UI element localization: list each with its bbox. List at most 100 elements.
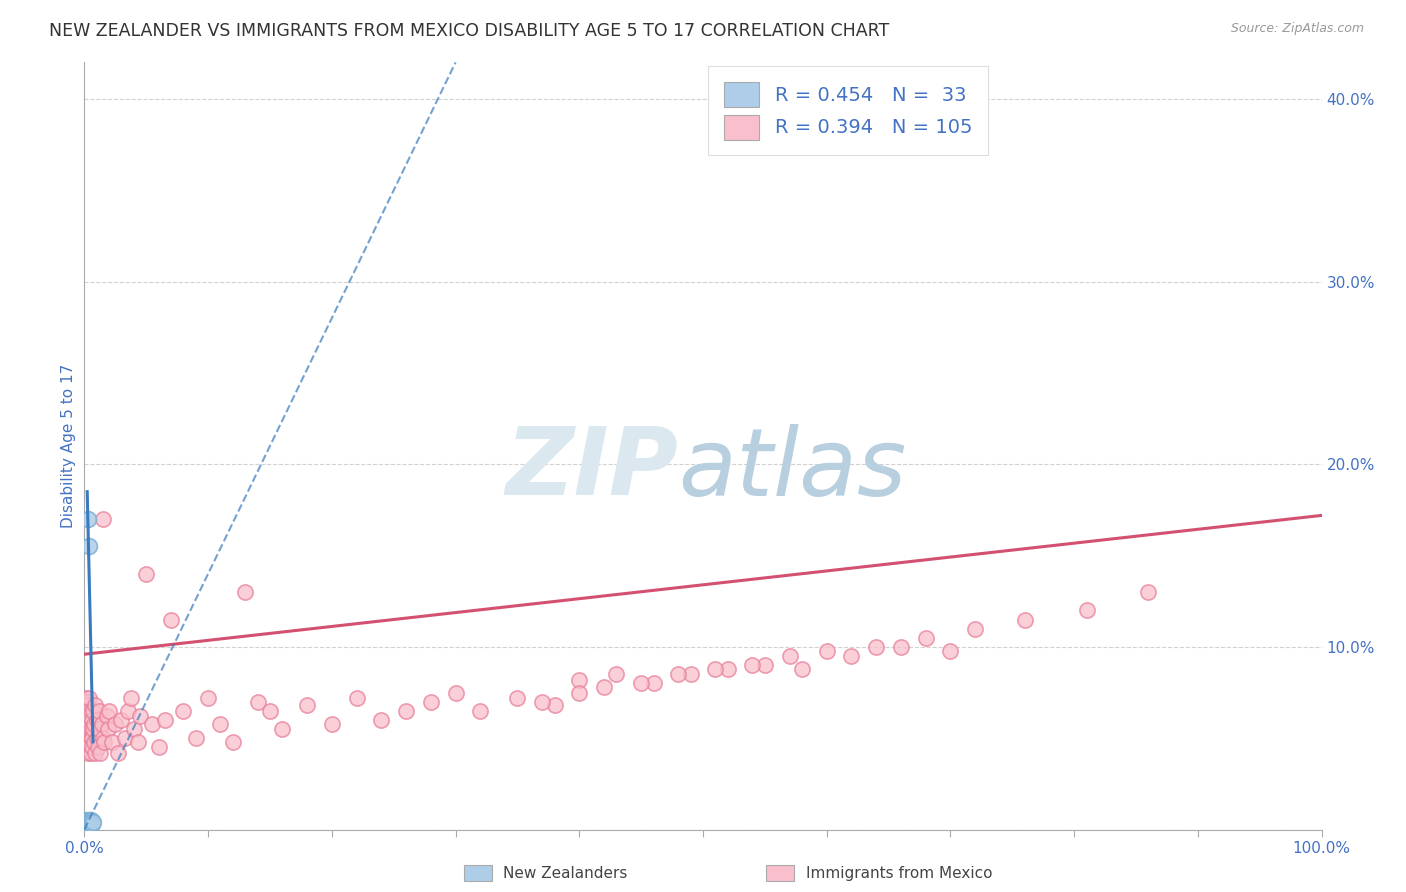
Point bbox=[77, 746, 100, 760]
Point bbox=[77, 713, 100, 727]
Point bbox=[80, 817, 103, 831]
Point bbox=[259, 704, 281, 718]
Point bbox=[79, 731, 101, 746]
Point bbox=[76, 817, 98, 831]
Point bbox=[444, 685, 467, 699]
Point bbox=[76, 819, 98, 833]
Point bbox=[246, 695, 269, 709]
Point bbox=[86, 713, 108, 727]
Legend: R = 0.454   N =  33, R = 0.394   N = 105: R = 0.454 N = 33, R = 0.394 N = 105 bbox=[709, 66, 987, 155]
Point bbox=[75, 819, 97, 833]
Text: Immigrants from Mexico: Immigrants from Mexico bbox=[806, 866, 993, 880]
Point bbox=[79, 735, 101, 749]
Point bbox=[120, 691, 142, 706]
Point bbox=[76, 817, 98, 831]
Point bbox=[97, 722, 120, 736]
Point bbox=[470, 704, 492, 718]
Point bbox=[77, 512, 100, 526]
Point bbox=[209, 716, 232, 731]
Point bbox=[79, 691, 101, 706]
Point bbox=[96, 709, 118, 723]
Point bbox=[75, 704, 97, 718]
Point bbox=[114, 731, 136, 746]
Point bbox=[89, 722, 111, 736]
Point bbox=[84, 698, 107, 713]
Point bbox=[790, 662, 813, 676]
Point bbox=[76, 731, 98, 746]
Point bbox=[939, 643, 962, 657]
Point bbox=[75, 819, 97, 833]
Point bbox=[135, 566, 157, 581]
Point bbox=[129, 709, 152, 723]
Point bbox=[127, 735, 149, 749]
Point bbox=[1014, 613, 1036, 627]
Point bbox=[76, 817, 98, 831]
Point bbox=[75, 817, 97, 831]
Point bbox=[82, 815, 104, 830]
Point bbox=[717, 662, 740, 676]
Point bbox=[271, 722, 294, 736]
Point bbox=[80, 815, 103, 830]
Point bbox=[75, 815, 97, 830]
Point bbox=[83, 735, 105, 749]
Point bbox=[222, 735, 245, 749]
Point bbox=[543, 698, 565, 713]
Point bbox=[643, 676, 665, 690]
Point bbox=[75, 817, 97, 831]
Point bbox=[568, 673, 591, 687]
Point bbox=[295, 698, 318, 713]
Point bbox=[84, 746, 107, 760]
Point bbox=[346, 691, 368, 706]
Point bbox=[82, 704, 104, 718]
Point bbox=[75, 815, 97, 830]
Point bbox=[75, 819, 97, 833]
Point bbox=[77, 540, 100, 554]
Point bbox=[76, 815, 98, 830]
Point bbox=[77, 735, 100, 749]
Point bbox=[172, 704, 194, 718]
Point bbox=[75, 817, 97, 831]
Point bbox=[79, 704, 101, 718]
Point bbox=[89, 746, 111, 760]
Point bbox=[531, 695, 554, 709]
Point bbox=[754, 658, 776, 673]
Point bbox=[779, 648, 801, 663]
Point bbox=[110, 713, 132, 727]
Point bbox=[91, 731, 114, 746]
Point bbox=[75, 691, 97, 706]
Text: Source: ZipAtlas.com: Source: ZipAtlas.com bbox=[1230, 22, 1364, 36]
Point bbox=[76, 698, 98, 713]
Point bbox=[79, 814, 101, 828]
Text: NEW ZEALANDER VS IMMIGRANTS FROM MEXICO DISABILITY AGE 5 TO 17 CORRELATION CHART: NEW ZEALANDER VS IMMIGRANTS FROM MEXICO … bbox=[49, 22, 890, 40]
Point bbox=[77, 704, 100, 718]
Point bbox=[79, 722, 101, 736]
Point bbox=[90, 716, 112, 731]
Point bbox=[815, 643, 838, 657]
Y-axis label: Disability Age 5 to 17: Disability Age 5 to 17 bbox=[60, 364, 76, 528]
Point bbox=[75, 716, 97, 731]
Point bbox=[76, 819, 98, 833]
Point bbox=[76, 695, 98, 709]
Point bbox=[79, 817, 101, 831]
Point bbox=[865, 640, 887, 654]
Point bbox=[704, 662, 727, 676]
Point bbox=[630, 676, 652, 690]
Point bbox=[141, 716, 163, 731]
Point bbox=[80, 713, 103, 727]
Point bbox=[87, 740, 110, 755]
Point bbox=[1076, 603, 1098, 617]
Point bbox=[100, 735, 122, 749]
Point bbox=[419, 695, 441, 709]
Point bbox=[370, 713, 392, 727]
Point bbox=[197, 691, 219, 706]
Point bbox=[76, 815, 98, 830]
Point bbox=[98, 704, 121, 718]
Text: New Zealanders: New Zealanders bbox=[503, 866, 627, 880]
Point bbox=[506, 691, 529, 706]
Point bbox=[568, 685, 591, 699]
Point bbox=[395, 704, 418, 718]
Point bbox=[160, 613, 183, 627]
Point bbox=[117, 704, 139, 718]
Point bbox=[77, 817, 100, 831]
Point bbox=[841, 648, 863, 663]
